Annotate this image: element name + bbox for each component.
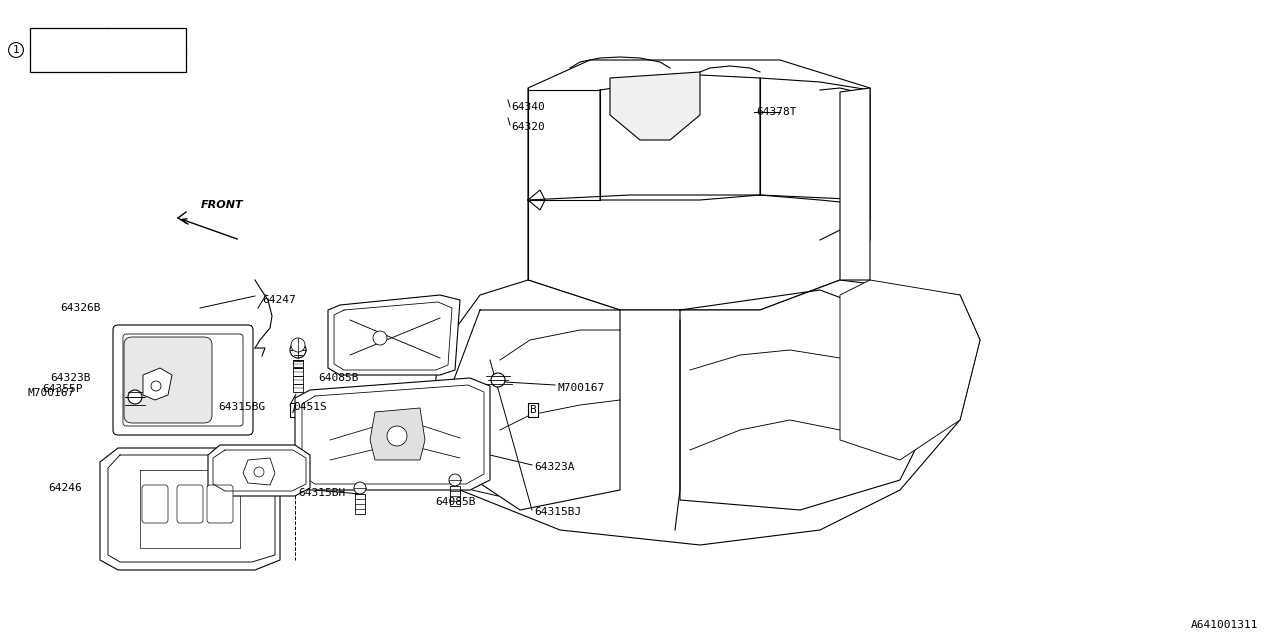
FancyBboxPatch shape: [142, 485, 168, 523]
Text: 1: 1: [429, 323, 435, 333]
Text: FRONT: FRONT: [201, 200, 243, 210]
FancyBboxPatch shape: [113, 325, 253, 435]
Polygon shape: [611, 72, 700, 140]
Text: 64085B: 64085B: [317, 373, 358, 383]
Bar: [29, 28, 186, 72]
Text: 1: 1: [13, 45, 19, 55]
Polygon shape: [207, 445, 310, 496]
Text: 64315BG: 64315BG: [218, 402, 265, 412]
Polygon shape: [143, 368, 172, 400]
Text: B: B: [530, 405, 536, 415]
Polygon shape: [328, 295, 460, 375]
Text: Q51002X: Q51002X: [35, 56, 76, 66]
Text: 64323B: 64323B: [50, 373, 91, 383]
Text: A641001311: A641001311: [1190, 620, 1258, 630]
Text: 64247: 64247: [262, 295, 296, 305]
Polygon shape: [370, 408, 425, 460]
Text: 64085B: 64085B: [435, 497, 475, 507]
Polygon shape: [430, 280, 980, 545]
Circle shape: [492, 373, 506, 387]
Polygon shape: [529, 60, 870, 310]
Text: 0451S: 0451S: [293, 402, 326, 412]
Text: 64246: 64246: [49, 483, 82, 493]
Polygon shape: [100, 448, 280, 570]
Circle shape: [253, 467, 264, 477]
FancyBboxPatch shape: [177, 485, 204, 523]
Text: 64323A: 64323A: [534, 462, 575, 472]
Text: <1007- >: <1007- >: [113, 56, 159, 66]
Text: < -1007>: < -1007>: [113, 34, 159, 44]
FancyBboxPatch shape: [124, 337, 212, 423]
Circle shape: [128, 390, 142, 404]
Text: A: A: [151, 505, 159, 515]
Text: 64355P: 64355P: [42, 384, 82, 394]
Circle shape: [355, 482, 366, 494]
Circle shape: [291, 342, 306, 358]
Text: B: B: [384, 333, 392, 343]
Text: A: A: [292, 405, 298, 415]
Polygon shape: [243, 458, 275, 485]
FancyBboxPatch shape: [123, 334, 243, 426]
FancyBboxPatch shape: [207, 485, 233, 523]
Polygon shape: [840, 280, 980, 460]
Text: 64315BH: 64315BH: [298, 488, 346, 498]
Text: 64326B: 64326B: [60, 303, 101, 313]
Circle shape: [449, 474, 461, 486]
Circle shape: [291, 338, 305, 352]
Polygon shape: [840, 88, 870, 280]
Text: 64340: 64340: [511, 102, 545, 112]
Text: M700167: M700167: [28, 388, 76, 398]
Text: 64378T: 64378T: [756, 107, 796, 117]
Text: Q710007: Q710007: [35, 34, 76, 44]
Circle shape: [372, 331, 387, 345]
Text: M700167: M700167: [558, 383, 605, 393]
Polygon shape: [294, 378, 490, 490]
Circle shape: [387, 426, 407, 446]
Text: 64315BJ: 64315BJ: [534, 507, 581, 517]
Circle shape: [151, 381, 161, 391]
Text: 64320: 64320: [511, 122, 545, 132]
